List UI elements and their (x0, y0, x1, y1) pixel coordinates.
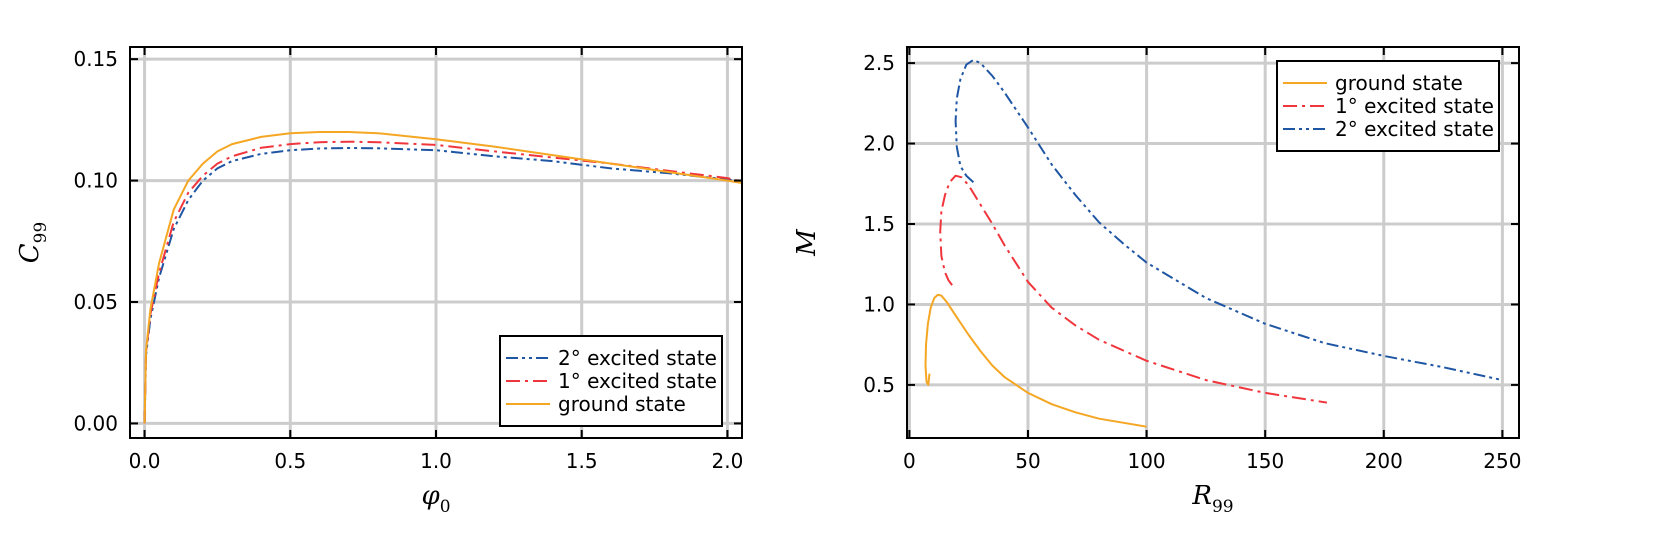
y-tick-label: 0.00 (73, 411, 118, 435)
x-axis-symbol: φ (421, 481, 440, 511)
x-axis-label: R99 (1191, 481, 1233, 517)
x-tick-label: 1.0 (420, 449, 452, 473)
series-line-2-excited-state (954, 58, 1503, 382)
x-axis-subscript: 0 (440, 497, 451, 517)
x-axis-subscript: 99 (1212, 497, 1234, 517)
y-axis-symbol: C (15, 243, 45, 263)
chart-right: 0 50 100 150 200 250 0.5 1.0 1.5 2.0 2.5 R99 Mground… (792, 46, 1521, 517)
series-line-ground-state (924, 293, 1147, 428)
x-tick-label: 100 (1127, 449, 1165, 473)
x-axis-symbol: R (1191, 481, 1212, 511)
x-tick-label: 0 (903, 449, 916, 473)
y-tick-label: 2.0 (863, 132, 895, 156)
x-tick-label: 1.5 (566, 449, 598, 473)
y-axis-subscript: 99 (31, 222, 51, 244)
series-line-1-excited-state (939, 174, 1328, 404)
y-axis-label: M (792, 228, 822, 257)
y-tick-label: 1.0 (863, 292, 895, 316)
y-tick-label: 0.15 (73, 47, 118, 71)
legend-label: ground state (1335, 71, 1463, 95)
x-tick-label: 2.0 (712, 449, 744, 473)
y-axis-label: C99 (15, 222, 51, 264)
y-tick-label: 1.5 (863, 212, 895, 236)
y-tick-label: 0.5 (863, 373, 895, 397)
x-tick-label: 50 (1015, 449, 1040, 473)
y-axis-symbol: M (792, 228, 822, 257)
x-tick-label: 0.0 (129, 449, 161, 473)
legend-label: 2° excited state (1335, 117, 1494, 141)
legend-label: 2° excited state (558, 346, 717, 370)
legend-label: 1° excited state (558, 369, 717, 393)
y-tick-label: 0.05 (73, 290, 118, 314)
x-tick-label: 150 (1246, 449, 1284, 473)
plot-frame (906, 46, 1520, 439)
x-tick-label: 250 (1483, 449, 1521, 473)
chart-left: 0.0 0.5 1.0 1.5 2.0 0.00 0.05 0.10 0.15 φ0 C99 2° e… (15, 46, 744, 517)
y-tick-label: 2.5 (863, 51, 895, 75)
x-tick-label: 200 (1365, 449, 1403, 473)
x-axis-label: φ0 (421, 481, 450, 517)
legend-label: ground state (558, 392, 686, 416)
y-tick-label: 0.10 (73, 169, 118, 193)
x-tick-label: 0.5 (274, 449, 306, 473)
legend-label: 1° excited state (1335, 94, 1494, 118)
series-line-ground-state (143, 131, 743, 424)
